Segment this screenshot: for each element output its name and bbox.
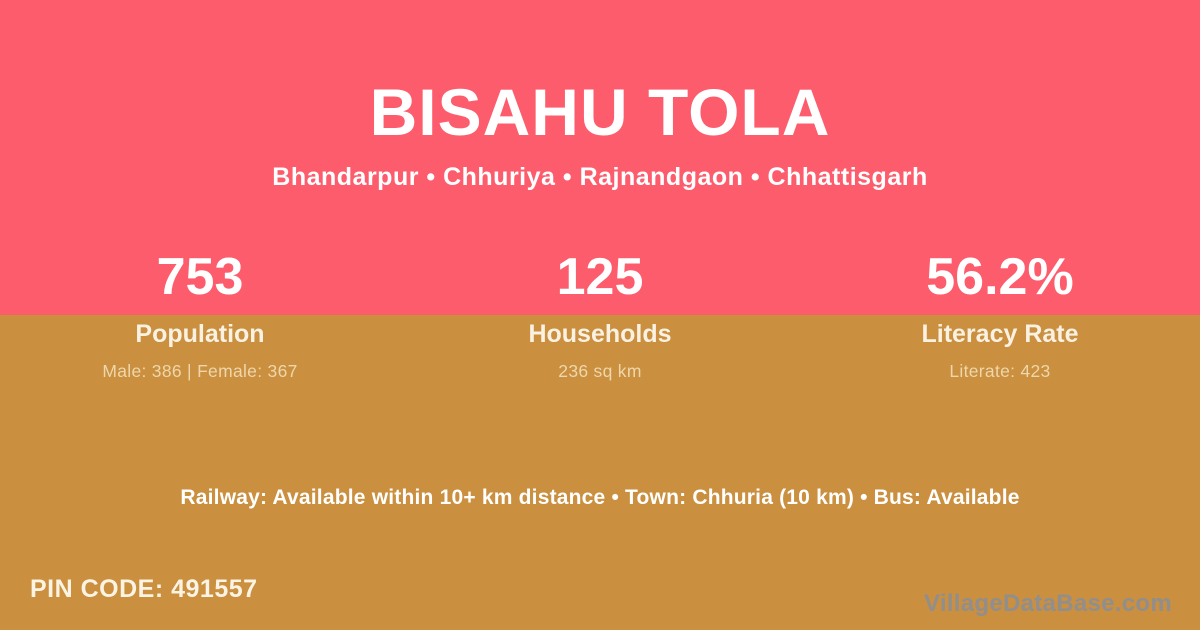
header: BISAHU TOLA Bhandarpur • Chhuriya • Rajn… bbox=[0, 0, 1200, 192]
population-label: Population bbox=[135, 320, 265, 348]
site-watermark: VillageDataBase.com bbox=[923, 590, 1172, 617]
location-breadcrumb: Bhandarpur • Chhuriya • Rajnandgaon • Ch… bbox=[272, 162, 928, 191]
population-value: 753 bbox=[156, 248, 244, 306]
households-label: Households bbox=[528, 320, 672, 348]
pin-code-label: PIN CODE: 491557 bbox=[30, 575, 258, 603]
header-band bbox=[0, 0, 1200, 315]
stat-literacy-rate: 56.2% Literacy Rate Literate: 423 bbox=[800, 240, 1200, 382]
stats-row: 753 Population Male: 386 | Female: 367 1… bbox=[0, 240, 1200, 382]
literacy-rate-label: Literacy Rate bbox=[921, 320, 1079, 348]
households-detail: 236 sq km bbox=[558, 361, 642, 381]
village-name-title: BISAHU TOLA bbox=[369, 75, 831, 149]
population-detail: Male: 386 | Female: 367 bbox=[102, 361, 298, 381]
households-value: 125 bbox=[556, 248, 644, 306]
stat-households: 125 Households 236 sq km bbox=[400, 240, 800, 382]
amenities-info-line: Railway: Available within 10+ km distanc… bbox=[180, 486, 1020, 509]
stat-population: 753 Population Male: 386 | Female: 367 bbox=[0, 240, 400, 382]
literacy-rate-detail: Literate: 423 bbox=[949, 361, 1051, 381]
literacy-rate-value: 56.2% bbox=[926, 248, 1074, 306]
